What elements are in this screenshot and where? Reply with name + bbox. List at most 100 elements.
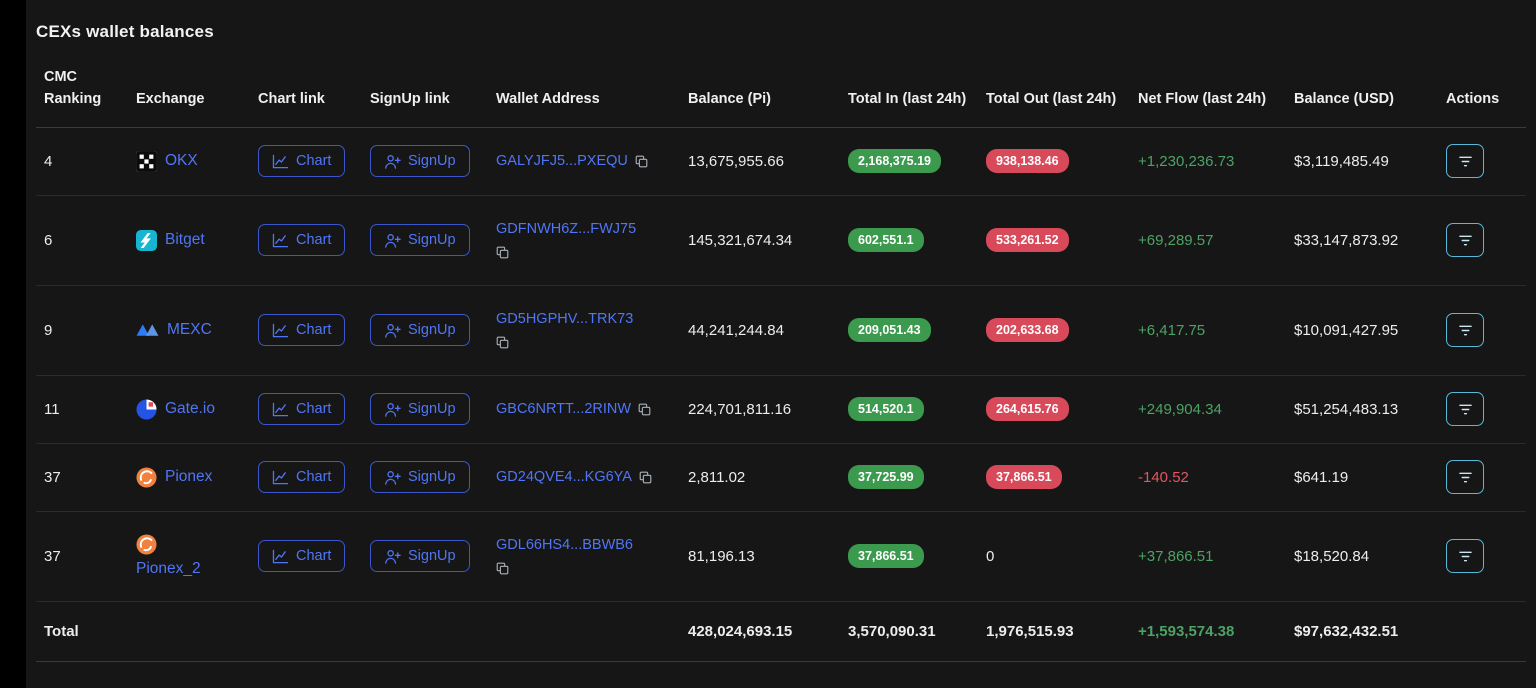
net-flow-value: +249,904.34 — [1138, 400, 1222, 418]
exchange-name-link[interactable]: Pionex — [165, 468, 213, 486]
chart-button[interactable]: Chart — [258, 314, 346, 347]
balance-pi-cell: 224,701,811.16 — [688, 375, 848, 444]
exchange-name-link[interactable]: Bitget — [165, 231, 205, 249]
signup-button[interactable]: SignUp — [370, 461, 470, 494]
balance-usd-cell: $18,520.84 — [1294, 511, 1446, 602]
exchange-cell: Gate.io — [136, 375, 258, 444]
exchange-name-link[interactable]: Gate.io — [165, 400, 215, 418]
total-label: Total — [36, 601, 136, 662]
column-header-wallet-address: Wallet Address — [496, 54, 688, 128]
total-in-badge: 602,551.1 — [848, 228, 924, 253]
total-out-badge: 37,866.51 — [986, 465, 1062, 490]
chart-button-label: Chart — [296, 469, 332, 486]
signup-link-cell: SignUp — [370, 375, 496, 444]
chart-button[interactable]: Chart — [258, 145, 346, 178]
chart-button-label: Chart — [296, 232, 332, 249]
wallet-address-link[interactable]: GDFNWH6Z...FWJ75 — [496, 221, 637, 238]
total-in-cell: 37,866.51 — [848, 511, 986, 602]
signup-icon — [384, 470, 401, 485]
copy-address-button[interactable] — [639, 471, 652, 484]
cmc-ranking-cell: 6 — [36, 195, 136, 286]
exchange: MEXC — [136, 321, 248, 339]
table-row: 6 Bitget Chart SignUp GDFNWH6Z...FWJ75 145,32… — [36, 195, 1526, 286]
copy-address-button[interactable] — [638, 403, 651, 416]
balance-usd-cell: $10,091,427.95 — [1294, 285, 1446, 376]
wallet-address-link[interactable]: GALYJFJ5...PXEQU — [496, 153, 628, 170]
chart-icon — [272, 233, 289, 248]
copy-icon — [496, 562, 509, 575]
total-out-value: 0 — [986, 547, 995, 565]
row-actions-button[interactable] — [1446, 144, 1484, 179]
signup-button-label: SignUp — [408, 232, 456, 249]
chart-button-label: Chart — [296, 401, 332, 418]
copy-address-button[interactable] — [496, 336, 509, 349]
empty-cell — [370, 601, 496, 662]
total-in-cell: 514,520.1 — [848, 375, 986, 444]
signup-button[interactable]: SignUp — [370, 540, 470, 573]
chart-button[interactable]: Chart — [258, 393, 346, 426]
cmc-ranking-cell: 11 — [36, 375, 136, 444]
pionex-logo-icon — [136, 467, 157, 488]
chart-link-cell: Chart — [258, 195, 370, 286]
row-actions-button[interactable] — [1446, 223, 1484, 258]
chart-link-cell: Chart — [258, 511, 370, 602]
column-header-balance-pi: Balance (Pi) — [688, 54, 848, 128]
net-flow-value: +37,866.51 — [1138, 547, 1214, 565]
filter-icon — [1458, 550, 1473, 563]
actions-cell — [1446, 127, 1526, 196]
chart-button[interactable]: Chart — [258, 224, 346, 257]
cmc-ranking-cell: 9 — [36, 285, 136, 376]
row-actions-button[interactable] — [1446, 313, 1484, 348]
total-in-badge: 37,725.99 — [848, 465, 924, 490]
chart-icon — [272, 470, 289, 485]
chart-button[interactable]: Chart — [258, 540, 346, 573]
total-out-badge: 938,138.46 — [986, 149, 1069, 174]
column-header-cmc-ranking: CMC Ranking — [36, 54, 136, 128]
signup-icon — [384, 154, 401, 169]
chart-button[interactable]: Chart — [258, 461, 346, 494]
exchange: Pionex_2 — [136, 534, 248, 578]
chart-link-cell: Chart — [258, 127, 370, 196]
signup-button-label: SignUp — [408, 469, 456, 486]
empty-cell — [496, 601, 688, 662]
signup-button[interactable]: SignUp — [370, 145, 470, 178]
row-actions-button[interactable] — [1446, 460, 1484, 495]
exchange-cell: Pionex — [136, 443, 258, 512]
total-out-cell: 202,633.68 — [986, 285, 1138, 376]
filter-icon — [1458, 471, 1473, 484]
total-row: Total 428,024,693.15 3,570,090.31 1,976,… — [36, 601, 1526, 662]
table-row: 4 OKX Chart SignUp GALYJFJ5...PXEQU 13,675,95… — [36, 127, 1526, 196]
balance-usd-cell: $51,254,483.13 — [1294, 375, 1446, 444]
bitget-logo-icon — [136, 229, 157, 251]
exchange-name-link[interactable]: OKX — [165, 152, 198, 170]
signup-button[interactable]: SignUp — [370, 224, 470, 257]
balance-usd-cell: $33,147,873.92 — [1294, 195, 1446, 286]
exchange-name-link[interactable]: Pionex_2 — [136, 560, 201, 578]
copy-address-button[interactable] — [635, 155, 648, 168]
row-actions-button[interactable] — [1446, 392, 1484, 427]
gate-logo-icon — [136, 399, 157, 420]
wallet-address-link[interactable]: GBC6NRTT...2RINW — [496, 401, 632, 418]
row-actions-button[interactable] — [1446, 539, 1484, 574]
signup-icon — [384, 323, 401, 338]
wallet-address-link[interactable]: GD24QVE4...KG6YA — [496, 469, 632, 486]
chart-icon — [272, 323, 289, 338]
total-out-sum: 1,976,515.93 — [986, 601, 1138, 662]
total-in-cell: 602,551.1 — [848, 195, 986, 286]
wallet-address-cell: GDFNWH6Z...FWJ75 — [496, 195, 688, 286]
wallet-address-link[interactable]: GDL66HS4...BBWB6 — [496, 537, 633, 554]
wallet-address-link[interactable]: GD5HGPHV...TRK73 — [496, 311, 634, 328]
copy-icon — [638, 403, 651, 416]
total-out-cell: 0 — [986, 511, 1138, 602]
exchange-name-link[interactable]: MEXC — [167, 321, 212, 339]
signup-button[interactable]: SignUp — [370, 393, 470, 426]
copy-address-button[interactable] — [496, 562, 509, 575]
exchange: OKX — [136, 150, 248, 172]
column-header-chart-link: Chart link — [258, 54, 370, 128]
signup-button[interactable]: SignUp — [370, 314, 470, 347]
copy-address-button[interactable] — [496, 246, 509, 259]
column-header-total-out: Total Out (last 24h) — [986, 54, 1138, 128]
exchange: Bitget — [136, 229, 248, 251]
total-in-cell: 2,168,375.19 — [848, 127, 986, 196]
signup-icon — [384, 549, 401, 564]
